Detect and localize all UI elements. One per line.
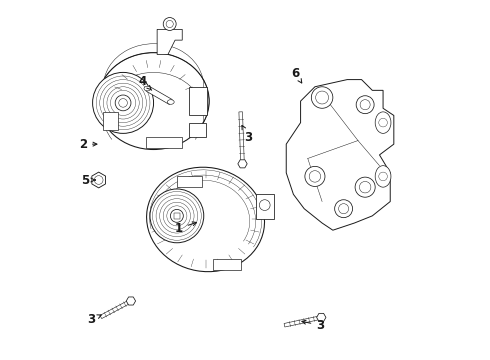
- Text: 5: 5: [81, 174, 95, 186]
- Polygon shape: [173, 213, 180, 219]
- Ellipse shape: [144, 86, 151, 91]
- Ellipse shape: [98, 53, 209, 149]
- Text: 2: 2: [79, 138, 97, 150]
- Polygon shape: [213, 259, 242, 270]
- Ellipse shape: [150, 189, 204, 243]
- Ellipse shape: [93, 72, 153, 134]
- Circle shape: [171, 210, 183, 222]
- Text: 6: 6: [291, 67, 302, 83]
- Circle shape: [335, 200, 353, 218]
- Polygon shape: [238, 160, 247, 168]
- Text: 1: 1: [174, 222, 196, 235]
- Text: 3: 3: [242, 125, 253, 144]
- Polygon shape: [92, 172, 105, 188]
- Polygon shape: [284, 316, 321, 327]
- Polygon shape: [256, 194, 274, 220]
- Polygon shape: [177, 176, 202, 187]
- Polygon shape: [146, 86, 172, 104]
- Circle shape: [259, 200, 270, 211]
- Circle shape: [305, 166, 325, 186]
- Text: 3: 3: [87, 313, 101, 327]
- Polygon shape: [190, 123, 205, 137]
- Circle shape: [163, 18, 176, 31]
- Polygon shape: [103, 112, 118, 130]
- Polygon shape: [239, 112, 245, 164]
- Polygon shape: [100, 300, 132, 319]
- Text: 4: 4: [139, 75, 152, 90]
- Polygon shape: [157, 30, 182, 54]
- Ellipse shape: [167, 100, 174, 104]
- Circle shape: [115, 95, 131, 111]
- Polygon shape: [126, 297, 136, 305]
- Circle shape: [355, 177, 375, 197]
- Circle shape: [356, 96, 374, 114]
- Ellipse shape: [375, 112, 391, 134]
- Ellipse shape: [147, 167, 265, 272]
- Polygon shape: [190, 87, 207, 116]
- Polygon shape: [147, 137, 182, 148]
- Circle shape: [311, 87, 333, 108]
- Polygon shape: [317, 313, 326, 321]
- Polygon shape: [286, 80, 394, 230]
- Text: 3: 3: [302, 319, 324, 332]
- Ellipse shape: [375, 166, 391, 187]
